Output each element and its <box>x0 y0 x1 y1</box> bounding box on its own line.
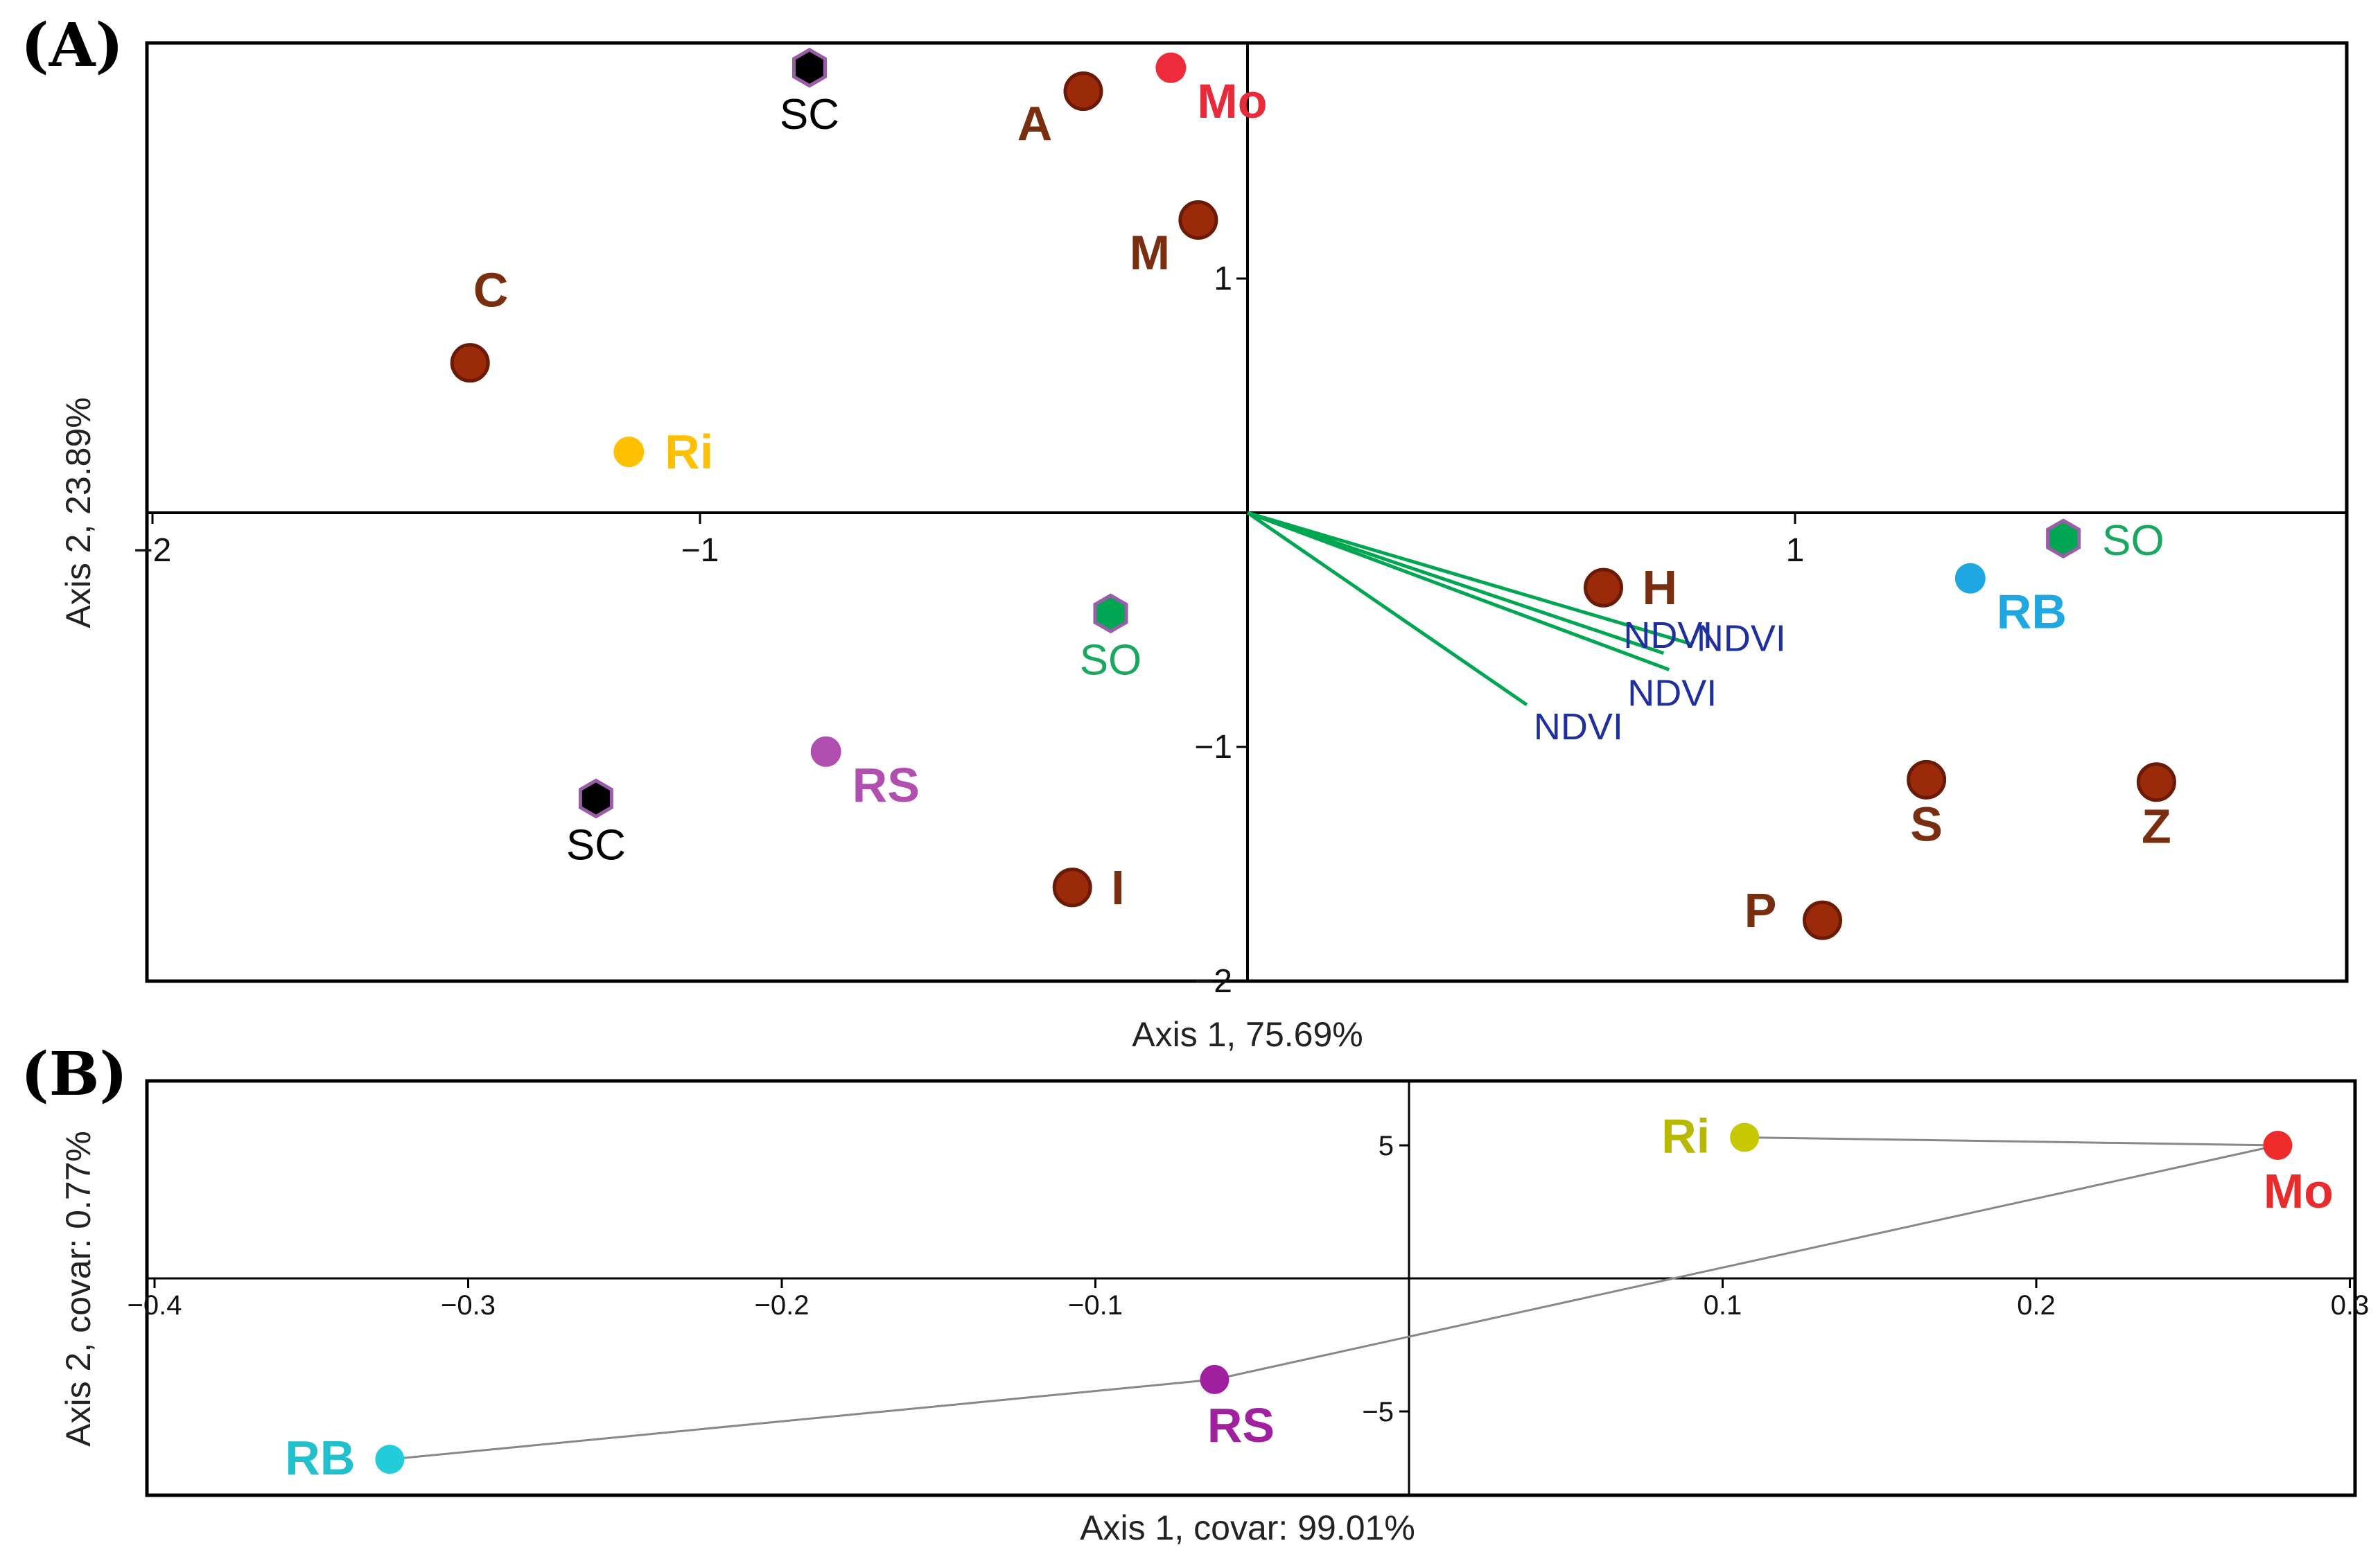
point-label: P <box>1744 883 1777 937</box>
point-marker <box>1954 563 1986 594</box>
point-marker <box>1730 1122 1760 1152</box>
ndvi-vector-label: NDVI <box>1697 617 1786 659</box>
panel-a-x-tick-label: 1 <box>1786 532 1805 569</box>
point-label: SC <box>566 821 626 869</box>
point-marker <box>613 437 645 468</box>
panel-b-y-tick-label: −5 <box>1362 1397 1394 1427</box>
ndvi-vector <box>1247 511 1665 655</box>
panel-a-y-tick-label: 1 <box>1214 261 1232 297</box>
point-label: SC <box>780 91 839 139</box>
point-marker <box>1178 200 1218 240</box>
point-label: M <box>1130 226 1170 280</box>
point-label: H <box>1643 561 1678 615</box>
point-marker <box>1093 593 1128 634</box>
panel-a-y-tick-label: −2 <box>1194 963 1232 1000</box>
point-label: SO <box>1080 636 1142 684</box>
point-marker <box>792 47 827 88</box>
panel-a-ticks: −2 −1 1 1 −1 −2 <box>134 261 1805 1000</box>
panel-b-connecting-line <box>390 1136 2278 1461</box>
point-label: Ri <box>1661 1109 1710 1163</box>
panel-b-x-axis-title: Axis 1, covar: 99.01% <box>1080 1508 1415 1547</box>
point-label: SO <box>2102 517 2164 565</box>
panel-b: (B) −0.4 −0.3 −0.2 −0.1 0.1 0.2 0.35−5 RiMoRSR… <box>21 1039 2369 1547</box>
panel-b-ticks: −0.4 −0.3 −0.2 −0.1 0.1 0.2 0.3 5 −5 <box>128 1131 2370 1427</box>
panel-a-points: SC A Mo M C Ri SO RS SC I H SO RB S Z P <box>450 47 2176 940</box>
point-marker <box>1584 567 1623 608</box>
panel-b-label: (B) <box>21 1039 128 1109</box>
panel-b-y-tick-label: 5 <box>1379 1131 1394 1161</box>
panel-a-y-tick-label: −1 <box>1194 729 1232 766</box>
point-label: Z <box>2142 800 2171 854</box>
point-label: S <box>1910 797 1943 851</box>
point-marker <box>450 343 490 383</box>
ndvi-vector <box>1246 511 1528 707</box>
point-label: RS <box>1207 1398 1275 1452</box>
panel-b-x-tick-label: −0.1 <box>1068 1290 1123 1321</box>
panel-b-points: Ri Mo RS RB <box>285 1109 2334 1485</box>
panel-b-frame <box>145 1079 2357 1497</box>
point-marker <box>1200 1364 1230 1394</box>
point-label: RS <box>852 758 920 812</box>
panel-a-x-axis-title: Axis 1, 75.69% <box>1132 1015 1363 1054</box>
point-label: Mo <box>1197 74 1267 128</box>
point-marker <box>1155 52 1187 83</box>
panel-b-y-axis-title: Axis 2, covar: 0.77% <box>59 1131 98 1447</box>
panel-a-x-tick-label: −2 <box>134 532 172 569</box>
point-label: A <box>1017 97 1053 151</box>
point-label: Ri <box>665 425 713 479</box>
ndvi-vector <box>1247 511 1692 646</box>
point-marker <box>2046 518 2081 559</box>
point-label: RB <box>285 1431 355 1485</box>
panel-b-x-tick-label: 0.1 <box>1704 1290 1742 1321</box>
point-label: C <box>473 263 509 317</box>
point-marker <box>2263 1131 2293 1160</box>
point-label: RB <box>1997 585 2067 639</box>
panel-b-x-tick-label: −0.4 <box>128 1290 182 1321</box>
point-marker <box>1063 71 1103 112</box>
point-marker <box>1052 867 1092 908</box>
point-marker <box>810 736 841 767</box>
point-marker <box>375 1445 405 1474</box>
point-marker <box>2136 762 2176 802</box>
panel-a-y-axis-title: Axis 2, 23.89% <box>59 397 98 628</box>
panel-b-x-tick-label: −0.3 <box>441 1290 496 1321</box>
panel-b-x-tick-label: 0.3 <box>2331 1290 2370 1321</box>
panel-a-x-tick-label: −1 <box>681 532 719 569</box>
point-label: I <box>1111 861 1124 915</box>
point-marker <box>1803 900 1842 940</box>
point-marker <box>1907 759 1947 800</box>
point-marker <box>578 778 613 819</box>
panel-b-x-tick-label: −0.2 <box>755 1290 810 1321</box>
point-label: Mo <box>2264 1164 2334 1218</box>
panel-a-label: (A) <box>21 10 123 80</box>
ndvi-vector-label: NDVI <box>1627 672 1717 714</box>
ndvi-vector-label: NDVI <box>1534 706 1623 748</box>
panel-b-x-tick-label: 0.2 <box>2017 1290 2056 1321</box>
ndvi-vector <box>1247 511 1670 671</box>
ndvi-vector-label: NDVI <box>1623 615 1713 656</box>
